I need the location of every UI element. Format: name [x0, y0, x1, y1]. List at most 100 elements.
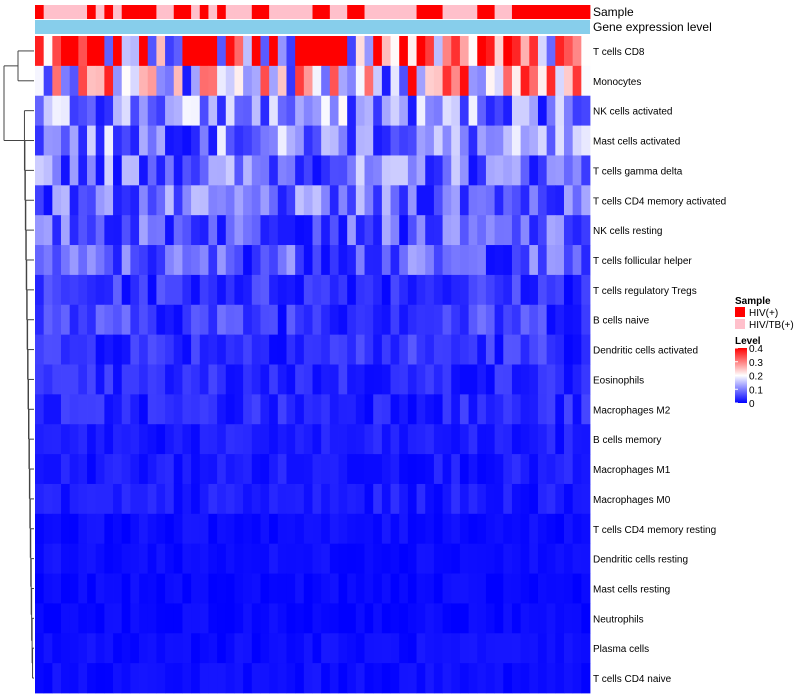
heatmap-cell — [451, 215, 461, 246]
heatmap-cell — [113, 633, 123, 664]
heatmap-cell — [503, 603, 513, 634]
heatmap-cell — [321, 483, 331, 515]
heatmap-cell — [563, 454, 574, 485]
heatmap-cell — [173, 573, 183, 604]
heatmap-cell — [260, 573, 270, 604]
heatmap-cell — [35, 543, 45, 574]
heatmap-cell — [173, 543, 183, 574]
heatmap-cell — [139, 215, 149, 246]
heatmap-cell — [277, 573, 287, 604]
heatmap-cell — [113, 543, 123, 574]
heatmap-cell — [199, 483, 209, 515]
heatmap-cell — [537, 513, 548, 545]
heatmap-cell — [503, 573, 513, 604]
heatmap-cell — [494, 215, 504, 246]
heatmap-cell — [121, 334, 131, 365]
heatmap-cell — [61, 394, 71, 425]
heatmap-cell — [139, 573, 149, 604]
heatmap-cell — [52, 364, 62, 395]
heatmap-cell — [121, 125, 131, 156]
heatmap-cell — [477, 513, 487, 545]
heatmap-cell — [295, 454, 305, 485]
gene-expression-annotation-bar — [35, 20, 590, 34]
heatmap-cell — [364, 663, 374, 694]
heatmap-cell — [295, 155, 305, 186]
heatmap-cell — [139, 513, 149, 545]
heatmap-cell — [312, 304, 322, 336]
heatmap-cell — [286, 95, 296, 126]
heatmap-cell — [355, 125, 365, 156]
heatmap-cell — [494, 304, 504, 336]
sample-annotation-cell — [494, 5, 504, 19]
heatmap-cell — [95, 185, 105, 216]
heatmap-cell — [225, 185, 235, 216]
sample-annotation-cell — [563, 5, 574, 19]
heatmap-cell — [61, 454, 71, 485]
heatmap-cell — [555, 603, 565, 634]
heatmap-cell — [520, 543, 530, 574]
heatmap-cell — [295, 274, 305, 306]
heatmap-cell — [338, 424, 348, 455]
heatmap-cell — [416, 424, 426, 455]
heatmap-cell — [511, 394, 522, 425]
heatmap-cell — [277, 304, 287, 336]
heatmap-cell — [303, 394, 313, 425]
heatmap-cell — [43, 364, 53, 395]
heatmap-cell — [381, 573, 391, 604]
heatmap-cell — [442, 215, 452, 246]
heatmap-cell — [477, 633, 487, 664]
heatmap-cell — [295, 125, 305, 156]
heatmap-cell — [373, 185, 383, 216]
heatmap-cell — [503, 274, 513, 306]
heatmap-cell — [390, 274, 400, 306]
heatmap-cell — [494, 364, 504, 395]
heatmap-cell — [303, 633, 313, 664]
heatmap-cell — [572, 364, 582, 395]
heatmap-cell — [191, 95, 201, 126]
heatmap-cell — [477, 424, 487, 455]
heatmap-cell — [156, 155, 166, 186]
heatmap-cell — [139, 364, 149, 395]
heatmap-cell — [113, 483, 123, 515]
heatmap-cell — [503, 185, 513, 216]
heatmap-cell — [225, 274, 235, 306]
heatmap-cell — [165, 95, 175, 126]
heatmap-cell — [225, 543, 235, 574]
heatmap-cell — [191, 185, 201, 216]
heatmap-cell — [503, 454, 513, 485]
heatmap-cell — [130, 274, 140, 306]
heatmap-cell — [260, 125, 270, 156]
heatmap-cell — [69, 334, 79, 365]
heatmap-cell — [269, 36, 279, 67]
heatmap-cell — [208, 603, 218, 634]
heatmap-cell — [416, 95, 426, 126]
sample-annotation-cell — [399, 5, 409, 19]
heatmap-cell — [191, 424, 201, 455]
heatmap-cell — [295, 483, 305, 515]
heatmap-cell — [130, 304, 140, 336]
heatmap-cell — [459, 274, 469, 306]
heatmap-cell — [208, 215, 218, 246]
heatmap-cell — [511, 603, 522, 634]
heatmap-cell — [399, 633, 409, 664]
heatmap-cell — [182, 394, 192, 425]
heatmap-cell — [364, 394, 374, 425]
heatmap-cell — [442, 95, 452, 126]
heatmap-cell — [355, 185, 365, 216]
heatmap-cell — [329, 185, 339, 216]
heatmap-cell — [156, 245, 166, 276]
heatmap-cell — [546, 663, 556, 694]
heatmap-cell — [191, 364, 201, 395]
heatmap-cell — [347, 185, 357, 216]
heatmap-cell — [52, 65, 62, 97]
heatmap-cell — [182, 663, 192, 694]
heatmap-cell — [130, 215, 140, 246]
heatmap-cell — [321, 274, 331, 306]
heatmap-cell — [286, 603, 296, 634]
heatmap-cell — [104, 543, 114, 574]
heatmap-cell — [338, 633, 348, 664]
heatmap-cell — [520, 65, 530, 97]
heatmap-cell — [303, 424, 313, 455]
heatmap-cell — [251, 454, 261, 485]
heatmap-cell — [225, 364, 235, 395]
